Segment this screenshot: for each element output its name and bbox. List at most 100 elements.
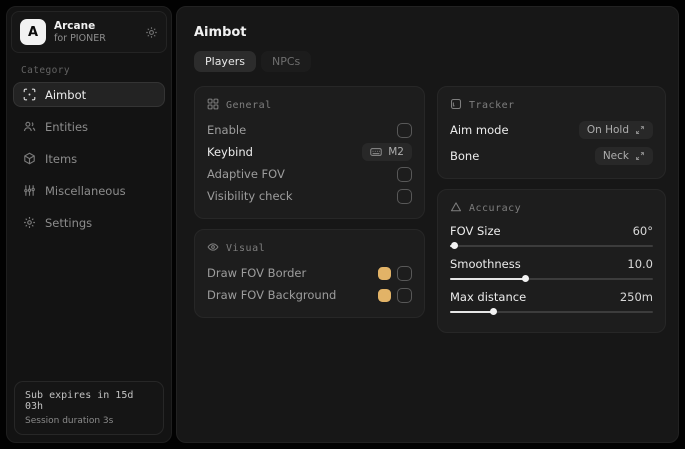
gear-icon	[23, 216, 36, 229]
fov-background-color-swatch[interactable]	[377, 288, 391, 302]
sidebar-item-label: Items	[45, 151, 78, 166]
smoothness-value: 10.0	[627, 257, 653, 271]
visibility-check-row: Visibility check	[207, 185, 412, 207]
package-icon	[23, 152, 36, 165]
fov-background-row: Draw FOV Background	[207, 284, 412, 306]
enable-label: Enable	[207, 123, 247, 137]
grid-icon	[207, 98, 219, 113]
fov-border-row: Draw FOV Border	[207, 262, 412, 284]
eye-icon	[207, 241, 219, 256]
general-card-title: General	[226, 100, 272, 111]
slider-fill	[449, 277, 526, 280]
slider-thumb[interactable]	[489, 308, 497, 315]
fov-background-label: Draw FOV Background	[207, 288, 337, 302]
slider-thumb[interactable]	[451, 242, 459, 249]
accuracy-card-header: Accuracy	[450, 201, 653, 216]
sliders-icon	[23, 184, 36, 197]
visual-card-title: Visual	[226, 243, 266, 254]
app-header-text: Arcane for PIONER	[54, 20, 137, 45]
sidebar-item-miscellaneous[interactable]: Miscellaneous	[13, 178, 165, 203]
sidebar-item-label: Miscellaneous	[45, 183, 126, 198]
fov-size-slider[interactable]	[449, 241, 653, 250]
tracker-card: Tracker Aim mode On Hold	[436, 86, 666, 179]
adaptive-fov-row: Adaptive FOV	[207, 163, 412, 185]
fov-size-label: FOV Size	[449, 224, 501, 238]
aim-mode-select[interactable]: On Hold	[578, 121, 653, 139]
visual-card-header: Visual	[207, 241, 412, 256]
main-panel: Aimbot Players NPCs	[176, 6, 679, 443]
max-distance-row: Max distance 250m	[450, 288, 653, 306]
accuracy-card: Accuracy FOV Size 60° Smoothness 10.0	[436, 189, 666, 333]
gear-icon[interactable]	[145, 26, 158, 39]
max-distance-value: 250m	[619, 290, 653, 304]
bone-row: Bone Neck	[450, 145, 653, 167]
sidebar-item-entities[interactable]: Entities	[13, 114, 165, 139]
enable-checkbox[interactable]	[396, 122, 412, 138]
smoothness-row: Smoothness 10.0	[450, 255, 653, 273]
slider-fill	[449, 310, 493, 313]
fov-border-color-swatch[interactable]	[377, 266, 391, 280]
smoothness-slider[interactable]	[449, 274, 653, 283]
visibility-check-checkbox[interactable]	[396, 188, 412, 204]
smoothness-label: Smoothness	[449, 257, 521, 271]
bone-select[interactable]: Neck	[594, 147, 653, 165]
bone-label: Bone	[449, 149, 480, 163]
fov-border-checkbox[interactable]	[396, 265, 412, 281]
page-title: Aimbot	[194, 25, 247, 40]
max-distance-slider[interactable]	[449, 307, 653, 316]
session-duration-text: Session duration 3s	[25, 416, 114, 426]
sidebar-item-label: Entities	[45, 119, 89, 134]
app-logo: A	[20, 19, 46, 45]
tab-npcs[interactable]: NPCs	[260, 51, 312, 72]
fov-background-checkbox[interactable]	[396, 287, 412, 303]
fov-size-row: FOV Size 60°	[450, 222, 653, 240]
sub-expiry-text: Sub expires in 15d 03h	[25, 390, 134, 412]
keybind-row: Keybind M2	[207, 141, 412, 163]
entities-icon	[23, 120, 36, 133]
slider-thumb[interactable]	[522, 275, 530, 282]
sidebar-item-label: Settings	[45, 215, 93, 230]
sidebar-item-items[interactable]: Items	[13, 146, 165, 171]
sidebar-item-aimbot[interactable]: Aimbot	[13, 82, 165, 107]
crosshair-icon	[23, 88, 36, 101]
expand-icon	[635, 125, 645, 135]
left-column: General Enable Keybind	[194, 86, 425, 333]
app-header: A Arcane for PIONER	[11, 11, 167, 53]
category-label: Category	[21, 65, 70, 76]
triangle-target-icon	[450, 201, 462, 216]
bone-value: Neck	[602, 150, 629, 162]
adaptive-fov-label: Adaptive FOV	[207, 167, 285, 181]
keyboard-icon	[370, 147, 382, 157]
visibility-check-label: Visibility check	[207, 189, 293, 203]
expand-icon	[635, 151, 645, 161]
fov-size-value: 60°	[632, 224, 653, 238]
visual-card: Visual Draw FOV Border Draw FOV Backgrou…	[194, 229, 425, 318]
tracker-card-title: Tracker	[468, 100, 515, 111]
app-subtitle: for PIONER	[54, 32, 106, 44]
tracker-card-header: Tracker	[450, 98, 653, 113]
slider-track	[449, 244, 653, 247]
adaptive-fov-checkbox[interactable]	[396, 166, 412, 182]
tab-bar: Players NPCs	[194, 51, 666, 72]
keybind-button[interactable]: M2	[362, 143, 412, 161]
fov-background-controls	[377, 287, 412, 303]
slider-track	[449, 310, 653, 313]
tab-players[interactable]: Players	[194, 51, 256, 72]
scan-square-icon	[450, 98, 462, 113]
enable-row: Enable	[207, 119, 412, 141]
accuracy-card-title: Accuracy	[468, 203, 522, 214]
aim-mode-label: Aim mode	[449, 123, 509, 137]
fov-border-controls	[377, 265, 412, 281]
sidebar-item-settings[interactable]: Settings	[13, 210, 165, 235]
cards-grid: General Enable Keybind	[189, 86, 666, 333]
general-card-header: General	[207, 98, 412, 113]
sidebar-item-label: Aimbot	[45, 87, 87, 102]
aim-mode-value: On Hold	[586, 124, 629, 136]
keybind-value: M2	[388, 146, 404, 158]
app-title: Arcane	[54, 19, 96, 32]
aim-mode-row: Aim mode On Hold	[450, 119, 653, 141]
max-distance-label: Max distance	[449, 290, 527, 304]
subscription-info: Sub expires in 15d 03h Session duration …	[14, 381, 164, 435]
right-column: Tracker Aim mode On Hold	[436, 86, 666, 333]
fov-border-label: Draw FOV Border	[207, 266, 307, 280]
